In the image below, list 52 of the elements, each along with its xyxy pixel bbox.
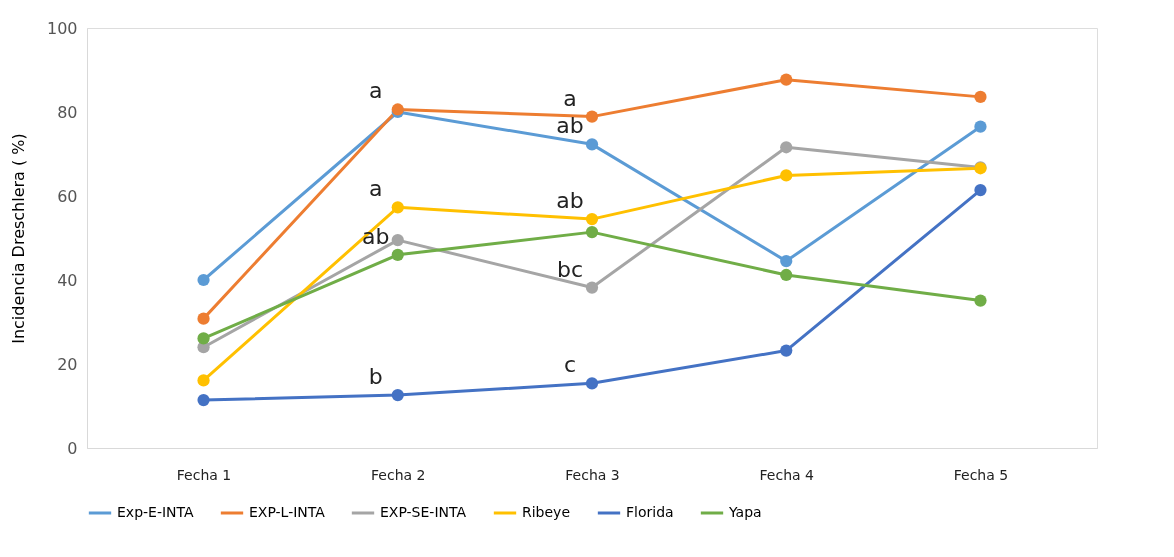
annotation: ab (362, 223, 390, 249)
point (391, 233, 404, 247)
legend-label: Florida (626, 504, 674, 520)
point (197, 374, 210, 387)
y-tick-label: 0 (67, 438, 78, 458)
x-tick-label: Fecha 1 (176, 466, 232, 483)
point (585, 212, 599, 226)
point (974, 90, 987, 103)
point (780, 169, 793, 182)
point (391, 388, 404, 402)
y-tick-label: 80 (57, 102, 78, 122)
y-tick-label: 40 (57, 270, 78, 290)
legend-label: Exp-E-INTA (117, 504, 195, 520)
point (780, 73, 793, 86)
point (197, 312, 210, 325)
point (780, 268, 793, 282)
point (780, 141, 793, 154)
point (197, 332, 210, 345)
point (585, 377, 599, 390)
annotation: bc (556, 256, 584, 282)
point (974, 184, 987, 197)
x-tick-label: Fecha 2 (371, 466, 426, 483)
point (585, 110, 599, 123)
legend-label: Ribeye (522, 504, 571, 520)
y-tick-label: 100 (46, 18, 78, 38)
annotation: b (368, 364, 383, 390)
point (780, 254, 793, 268)
point (974, 294, 987, 307)
y-axis-title: Incidencia Dreschlera ( %) (8, 133, 28, 344)
legend-label: EXP-SE-INTA (380, 504, 467, 520)
point (585, 138, 599, 151)
annotation: ab (556, 113, 584, 139)
point (974, 120, 987, 133)
x-tick-label: Fecha 3 (565, 466, 620, 483)
legend-label: Yapa (728, 504, 762, 520)
y-tick-label: 20 (57, 354, 78, 374)
point (197, 394, 210, 407)
point (197, 273, 210, 287)
point (585, 226, 599, 239)
y-tick-label: 60 (57, 186, 78, 206)
annotation: c (563, 352, 577, 378)
annotation: a (369, 176, 383, 202)
point (585, 281, 599, 294)
annotation: a (563, 85, 577, 111)
annotation: ab (556, 188, 584, 214)
point (391, 248, 404, 261)
point (780, 344, 793, 357)
x-tick-label: Fecha 4 (759, 466, 815, 483)
x-tick-label: Fecha 5 (953, 466, 1009, 483)
point (391, 201, 404, 214)
annotation: a (369, 78, 383, 104)
legend-label: EXP-L-INTA (249, 504, 326, 520)
